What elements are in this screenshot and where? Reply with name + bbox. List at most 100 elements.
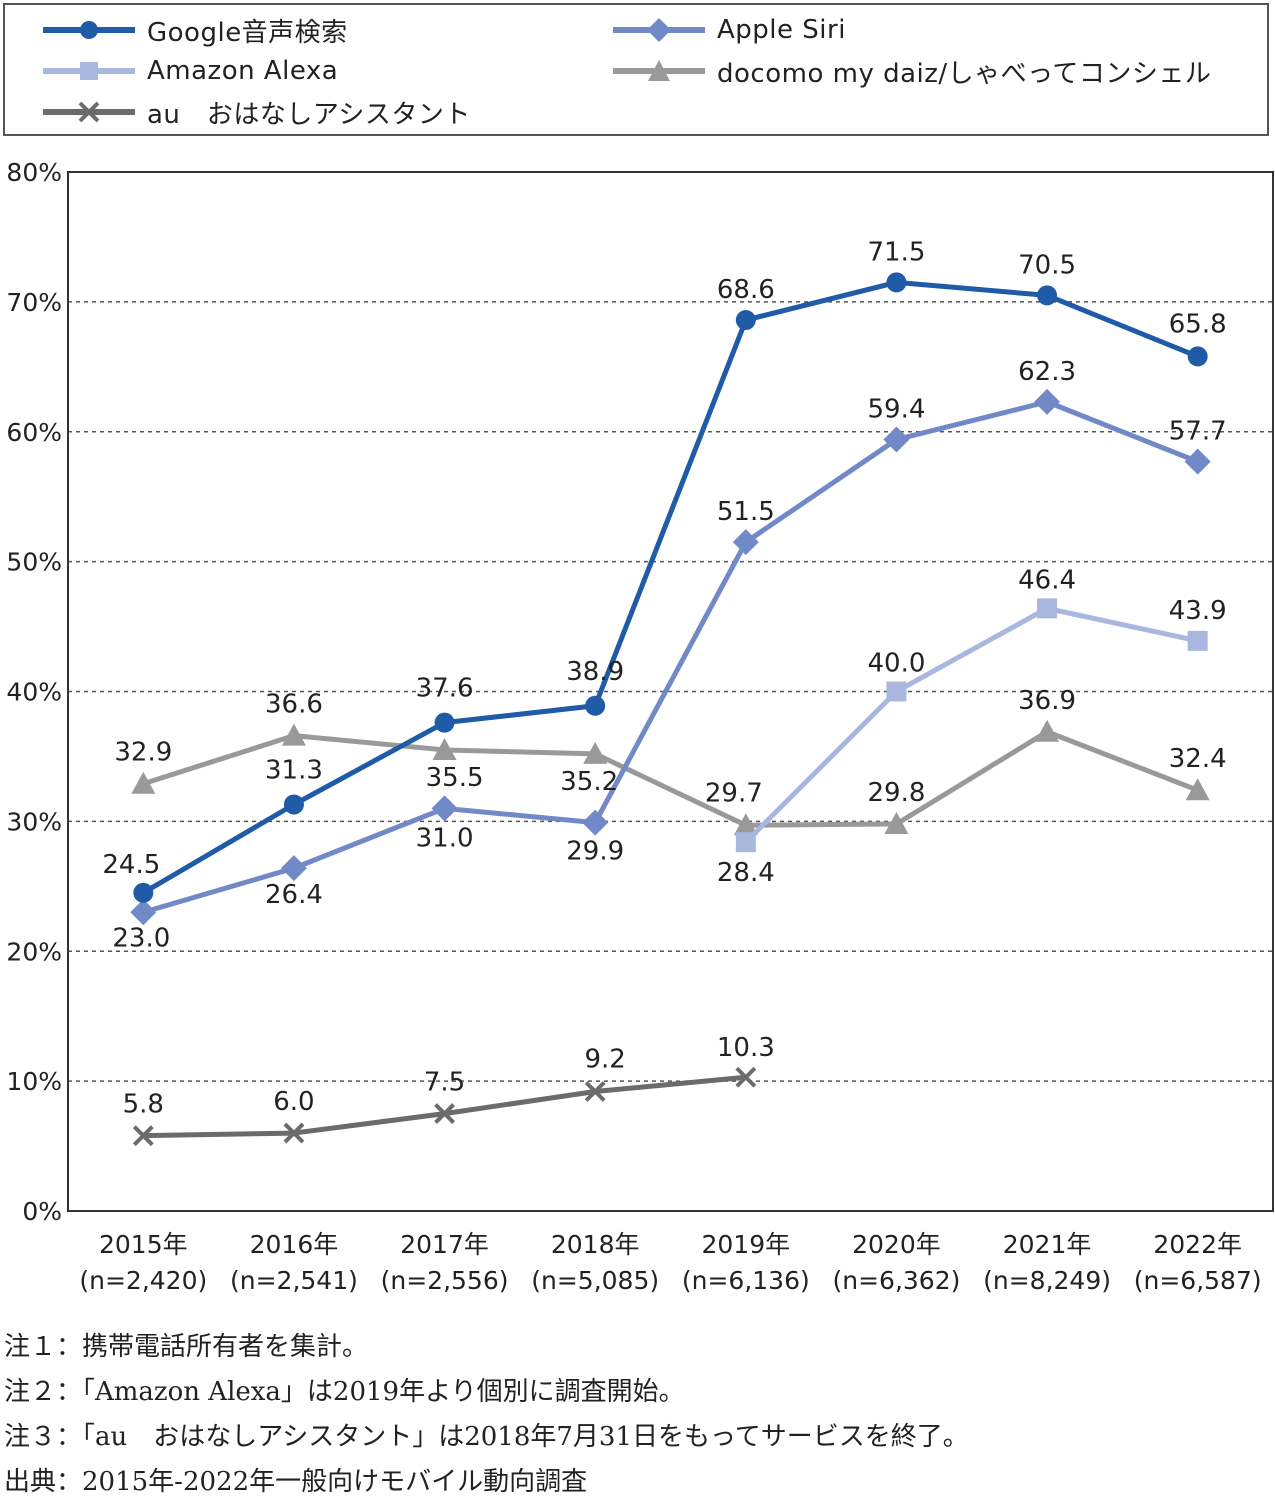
data-point-apple-siri [582, 809, 609, 836]
data-point-amazon-alexa [1037, 598, 1058, 619]
data-label-au: 7.5 [424, 1068, 465, 1098]
data-label-docomo: 35.5 [426, 763, 484, 793]
data-label-docomo: 36.6 [265, 690, 323, 720]
data-point-docomo [884, 811, 909, 834]
data-label-amazon-alexa: 43.9 [1169, 596, 1227, 626]
legend-label-docomo: docomo my daiz/しゃべってコンシェル [717, 58, 1212, 89]
data-point-docomo [432, 737, 457, 760]
plot-area-frame [67, 171, 1274, 1212]
x-tick-sublabel: (n=5,085) [531, 1266, 659, 1295]
data-point-docomo [733, 813, 758, 836]
data-label-google: 38.9 [566, 657, 624, 687]
data-point-au-stroke [434, 1103, 455, 1125]
data-label-apple-siri: 23.0 [112, 923, 170, 953]
data-label-docomo: 36.9 [1018, 686, 1076, 716]
x-tick-sublabel: (n=6,587) [1134, 1266, 1262, 1295]
series-line-apple-siri [142, 399, 1199, 915]
y-tick-label: 50% [6, 548, 62, 577]
data-label-google: 31.3 [265, 755, 323, 785]
legend-item-amazon-alexa: Amazon Alexa [43, 51, 338, 91]
data-point-au [434, 1103, 455, 1125]
data-point-docomo [1185, 778, 1210, 801]
data-point-amazon-alexa [1187, 630, 1208, 651]
data-point-google [133, 882, 154, 903]
y-tick-label: 60% [6, 418, 62, 447]
x-tick-sublabel: (n=6,136) [682, 1266, 810, 1295]
legend-item-apple-siri: Apple Siri [613, 10, 846, 50]
data-point-docomo [281, 723, 306, 746]
note-2: 注２：「Amazon Alexa」は2019年より個別に調査開始。 [4, 1377, 685, 1407]
legend-label-apple-siri: Apple Siri [717, 15, 846, 45]
x-tick-label: 2017年 [400, 1230, 489, 1259]
data-label-docomo: 35.2 [560, 767, 618, 797]
notes: 注１：携帯電話所有者を集計。 注２：「Amazon Alexa」は2019年より… [4, 1325, 1264, 1505]
legend-item-google: Google音声検索 [43, 10, 348, 50]
data-point-google [283, 794, 304, 815]
data-point-apple-siri [732, 529, 759, 556]
data-point-amazon-alexa [735, 832, 756, 853]
data-label-google: 71.5 [867, 237, 925, 267]
x-tick-sublabel: (n=6,362) [833, 1266, 961, 1295]
x-tick-sublabel: (n=2,556) [381, 1266, 509, 1295]
data-point-google [1187, 346, 1208, 367]
x-tick-sublabel: (n=8,249) [983, 1266, 1111, 1295]
data-point-au-stroke [735, 1066, 757, 1088]
source-note: 出典：2015年-2022年一般向けモバイル動向調査 [4, 1467, 588, 1497]
legend-swatch-google [43, 21, 135, 39]
data-label-amazon-alexa: 40.0 [867, 649, 925, 679]
data-label-apple-siri: 62.3 [1018, 357, 1076, 387]
x-tick-label: 2018年 [551, 1230, 640, 1259]
y-tick-label: 30% [6, 807, 62, 836]
data-point-au-stroke [283, 1122, 305, 1144]
x-tick-label: 2021年 [1003, 1230, 1092, 1259]
data-label-google: 68.6 [717, 275, 775, 305]
data-label-au: 5.8 [123, 1090, 164, 1120]
legend-item-au: au おはなしアシスタント [43, 92, 471, 132]
x-tick-label: 2015年 [99, 1230, 188, 1259]
legend-swatch-au [43, 101, 135, 123]
data-point-apple-siri [130, 899, 157, 926]
data-point-apple-siri [1034, 388, 1061, 415]
data-label-apple-siri: 57.7 [1169, 417, 1227, 447]
line-chart: 0% 10% 20% 30% 40% 50% 60% 70% 80% 2015年 (n=2,420)… [6, 158, 1274, 1295]
legend-label-amazon-alexa: Amazon Alexa [147, 56, 339, 86]
data-point-google [585, 695, 606, 716]
data-label-apple-siri: 31.0 [416, 823, 474, 853]
data-point-google [886, 272, 907, 293]
data-point-google [434, 712, 455, 733]
series-line-amazon-alexa [744, 605, 1199, 844]
x-tick-sublabel: (n=2,541) [230, 1266, 358, 1295]
note-3: 注３：「au おはなしアシスタント」は2018年7月31日をもってサービスを終了… [4, 1422, 969, 1452]
data-point-au [735, 1066, 757, 1088]
data-label-docomo: 32.4 [1169, 744, 1227, 774]
data-point-au-stroke [584, 1081, 606, 1102]
y-tick-label: 40% [6, 678, 62, 707]
data-point-au [132, 1125, 154, 1147]
legend-label-au: au おはなしアシスタント [147, 99, 471, 130]
data-point-apple-siri [883, 426, 910, 453]
data-point-au [283, 1122, 305, 1144]
y-tick-label: 10% [6, 1067, 62, 1096]
data-point-au [584, 1081, 606, 1102]
x-tick-label: 2022年 [1153, 1230, 1242, 1259]
data-label-amazon-alexa: 28.4 [717, 858, 775, 888]
data-label-google: 37.6 [416, 674, 474, 704]
data-point-docomo [583, 741, 608, 764]
note-1: 注１：携帯電話所有者を集計。 [4, 1332, 369, 1362]
legend-label-google: Google音声検索 [147, 17, 348, 48]
legend: Google音声検索 Apple Siri Amazon Alexa docom… [3, 3, 1269, 136]
data-point-apple-siri [1184, 448, 1211, 475]
x-tick-label: 2020年 [852, 1230, 941, 1259]
data-label-apple-siri: 29.9 [566, 837, 624, 867]
data-point-au-stroke [132, 1125, 154, 1147]
data-point-apple-siri [431, 795, 458, 822]
legend-swatch-apple-siri [613, 18, 705, 42]
data-label-google: 24.5 [102, 850, 160, 880]
y-tick-label: 80% [6, 158, 62, 187]
data-label-au: 9.2 [585, 1045, 626, 1075]
data-label-apple-siri: 59.4 [867, 395, 925, 425]
series-line-google [142, 279, 1199, 895]
data-label-au: 6.0 [273, 1087, 314, 1117]
data-point-apple-siri [280, 855, 307, 882]
data-point-amazon-alexa [886, 681, 907, 702]
